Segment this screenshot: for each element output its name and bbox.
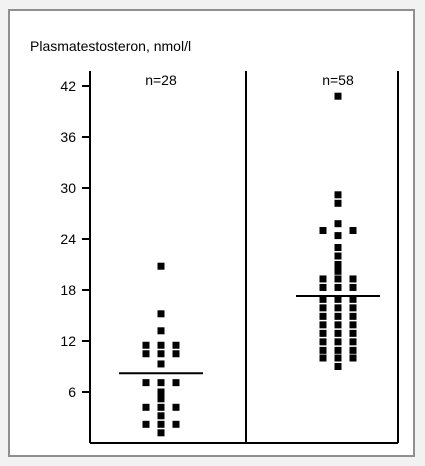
data-point — [157, 360, 165, 368]
data-point — [349, 321, 357, 329]
data-point — [319, 354, 327, 362]
y-tick-label: 24 — [60, 231, 76, 247]
data-point — [334, 346, 342, 354]
data-point — [319, 275, 327, 283]
y-tick-label: 6 — [68, 384, 76, 400]
data-point — [172, 350, 180, 358]
data-point — [157, 403, 165, 411]
data-point — [334, 244, 342, 251]
data-point — [349, 338, 357, 346]
data-point — [334, 304, 342, 312]
group-label: n=58 — [322, 72, 354, 88]
data-point — [334, 261, 342, 268]
y-tick-label: 42 — [60, 78, 76, 94]
data-point — [334, 321, 342, 329]
data-point — [334, 363, 342, 370]
data-point — [334, 232, 342, 240]
data-point — [142, 420, 150, 428]
data-point — [319, 346, 327, 354]
data-point — [157, 310, 165, 318]
data-point — [319, 329, 327, 337]
data-point — [142, 403, 150, 411]
data-point — [349, 283, 357, 291]
data-point — [334, 199, 342, 207]
data-point — [349, 312, 357, 320]
data-point — [157, 395, 165, 403]
data-point — [334, 275, 342, 283]
data-point — [349, 304, 357, 312]
chart-frame: Plasmatestosteron, nmol/l 6 12 18 24 30 36 42 … — [8, 9, 415, 457]
y-tick-label: 18 — [60, 282, 76, 298]
data-point — [142, 341, 150, 349]
data-point — [349, 354, 357, 362]
data-point — [334, 354, 342, 362]
data-point — [334, 92, 342, 100]
data-point — [319, 321, 327, 329]
y-tick-label: 36 — [60, 129, 76, 145]
data-point — [142, 379, 150, 387]
data-point — [319, 304, 327, 312]
data-point — [157, 262, 165, 270]
data-point — [172, 379, 180, 387]
data-point — [349, 346, 357, 354]
data-point — [319, 312, 327, 320]
y-tick-label: 30 — [60, 180, 76, 196]
data-point — [349, 329, 357, 337]
data-point — [142, 350, 150, 358]
data-point — [334, 191, 342, 199]
data-point — [334, 267, 342, 275]
data-point — [319, 295, 327, 303]
data-point — [319, 338, 327, 346]
data-point — [172, 403, 180, 411]
data-point — [157, 327, 165, 335]
data-point — [157, 379, 165, 387]
axes — [89, 71, 399, 444]
y-ticks: 6 12 18 24 30 36 42 — [60, 78, 90, 400]
data-point — [157, 341, 165, 349]
data-point — [334, 295, 342, 303]
data-point — [334, 283, 342, 291]
data-point — [172, 420, 180, 428]
data-point — [349, 295, 357, 303]
data-point — [334, 252, 342, 260]
data-point — [157, 412, 165, 420]
chart-title: Plasmatestosteron, nmol/l — [30, 38, 191, 54]
data-point — [334, 338, 342, 346]
data-point — [157, 420, 165, 428]
scatter-chart: Plasmatestosteron, nmol/l 6121824303642 … — [30, 38, 399, 444]
data-point — [334, 329, 342, 337]
group-label: n=28 — [145, 72, 177, 88]
data-point — [319, 227, 327, 234]
data-point — [172, 341, 180, 349]
data-point — [319, 283, 327, 291]
data-point — [349, 275, 357, 283]
y-tick-label: 12 — [60, 333, 76, 349]
data-point — [349, 227, 357, 234]
data-point — [157, 388, 165, 396]
data-point — [157, 429, 165, 437]
data-point — [157, 350, 165, 358]
data-marks: n=28 n=58 — [119, 72, 380, 437]
data-point — [334, 220, 342, 228]
data-point — [334, 312, 342, 320]
